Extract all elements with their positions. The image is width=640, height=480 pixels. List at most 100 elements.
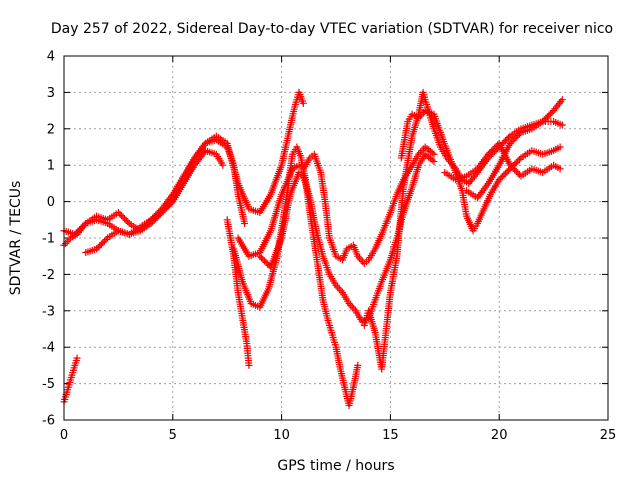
series-track-g [230, 143, 362, 409]
interpolated-markers [508, 130, 523, 146]
interpolated-markers [496, 141, 513, 167]
interpolated-markers [257, 287, 272, 309]
interpolated-markers [138, 217, 153, 233]
interpolated-markers [106, 210, 120, 222]
interpolated-markers [267, 163, 285, 196]
interpolated-markers [116, 210, 132, 226]
interpolated-markers [423, 152, 436, 164]
interpolated-markers [235, 193, 248, 225]
interpolated-markers [170, 178, 186, 200]
interpolated-markers [234, 291, 246, 320]
interpolated-markers [475, 152, 491, 171]
interpolated-markers [326, 236, 339, 258]
data-point [506, 161, 514, 169]
interpolated-markers [350, 364, 361, 389]
data-point [556, 165, 564, 173]
interpolated-markers [459, 189, 470, 218]
interpolated-markers [340, 291, 352, 305]
interpolated-markers [452, 171, 465, 192]
y-tick-label: 3 [47, 86, 55, 101]
interpolated-markers [463, 214, 476, 233]
interpolated-markers [63, 386, 72, 396]
interpolated-markers [192, 141, 208, 160]
interpolated-markers [257, 192, 274, 214]
series-track-l [463, 96, 566, 202]
interpolated-markers [444, 149, 459, 174]
interpolated-markers [530, 147, 545, 158]
interpolated-markers [345, 242, 355, 252]
interpolated-markers [394, 178, 407, 196]
interpolated-markers [149, 210, 164, 222]
series-track-e [223, 216, 253, 369]
chart-title: Day 257 of 2022, Sidereal Day-to-day VTE… [51, 21, 613, 37]
interpolated-markers [300, 174, 313, 200]
data-point [241, 219, 249, 227]
interpolated-markers [400, 185, 415, 214]
interpolated-markers [423, 144, 436, 157]
data-point [256, 252, 264, 260]
interpolated-markers [239, 280, 254, 305]
interpolated-markers [540, 108, 556, 124]
interpolated-markers [204, 147, 218, 158]
x-tick-label: 25 [600, 428, 617, 443]
data-point [558, 121, 566, 129]
interpolated-markers [519, 126, 534, 136]
data-point [430, 150, 438, 158]
interpolated-markers [530, 166, 545, 176]
interpolated-markers [350, 243, 361, 258]
y-tick-label: -2 [42, 268, 55, 283]
interpolated-markers [471, 222, 480, 232]
interpolated-markers [372, 280, 385, 302]
interpolated-markers [319, 298, 331, 320]
interpolated-markers [466, 170, 480, 186]
interpolated-markers [62, 227, 77, 238]
interpolated-markers [443, 170, 458, 182]
interpolated-markers [379, 258, 394, 283]
interpolated-markers [372, 232, 385, 251]
series-track-a-short [60, 354, 81, 406]
interpolated-markers [278, 193, 294, 240]
data-point [484, 150, 492, 158]
y-tick-label: -6 [42, 414, 55, 429]
interpolated-markers [378, 291, 394, 371]
interpolated-markers [437, 131, 450, 152]
interpolated-markers [192, 148, 208, 167]
interpolated-markers [393, 185, 407, 258]
interpolated-markers [355, 254, 367, 266]
interpolated-markers [72, 357, 80, 367]
interpolated-markers [106, 228, 120, 241]
y-tick-label: 4 [47, 50, 55, 65]
data-point [136, 227, 144, 235]
interpolated-markers [409, 163, 422, 189]
interpolated-markers [67, 371, 76, 382]
interpolated-markers [409, 152, 421, 167]
interpolated-markers [94, 236, 110, 251]
interpolated-markers [65, 378, 74, 389]
interpolated-markers [127, 227, 142, 238]
data-point [539, 118, 547, 126]
interpolated-markers [317, 171, 329, 203]
y-tick-label: -1 [42, 232, 55, 247]
interpolated-markers [84, 246, 98, 256]
interpolated-markers [117, 227, 131, 238]
series-track-i [360, 88, 566, 373]
interpolated-markers [230, 247, 246, 283]
interpolated-markers [72, 221, 88, 237]
interpolated-markers [249, 300, 262, 310]
interpolated-markers [379, 211, 394, 236]
interpolated-markers [321, 200, 333, 240]
interpolated-markers [247, 206, 262, 216]
series-track-d [82, 88, 307, 257]
interpolated-markers [398, 120, 411, 160]
grid-layer [64, 56, 608, 420]
y-tick-label: 2 [47, 122, 55, 137]
data-point [495, 176, 503, 184]
interpolated-markers [552, 162, 562, 172]
plot-frame [63, 55, 609, 421]
y-tick-label: 0 [47, 195, 55, 210]
interpolated-markers [61, 393, 69, 403]
interpolated-markers [400, 134, 416, 189]
data-point [219, 161, 227, 169]
